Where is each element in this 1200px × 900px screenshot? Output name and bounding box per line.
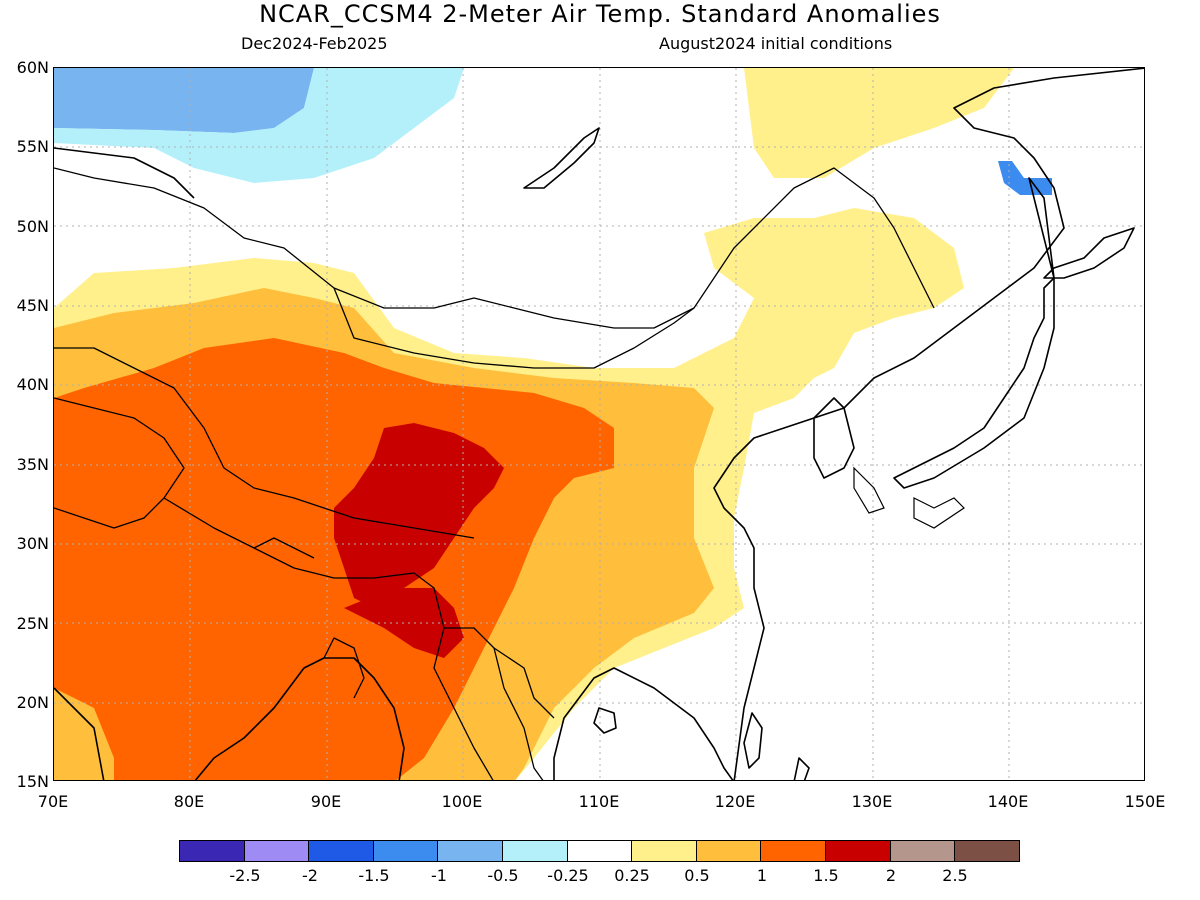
lon-label-150e: 150E (1124, 792, 1166, 811)
lat-label-50n: 50N (16, 217, 49, 236)
lon-label-90e: 90E (310, 792, 342, 811)
anomaly-map (53, 67, 1145, 781)
anomaly-region-cold-siberia-05 (54, 68, 464, 183)
graticule (54, 68, 1144, 780)
lat-label-15n: 15N (16, 772, 49, 791)
colorbar-label: 0.5 (684, 866, 710, 885)
colorbar-label: 2.5 (942, 866, 968, 885)
colorbar-label: -2 (302, 866, 318, 885)
colorbar-swatch (566, 840, 633, 862)
lat-label-25n: 25N (16, 614, 49, 633)
lon-label-100e: 100E (441, 792, 483, 811)
colorbar-swatch (372, 840, 439, 862)
small-islands (853, 466, 965, 529)
colorbar-swatch (243, 840, 310, 862)
colorbar-label: 1 (756, 866, 768, 885)
initial-conditions: August2024 initial conditions (659, 34, 893, 53)
colorbar-label: 2 (885, 866, 897, 885)
colorbar-swatch (825, 840, 891, 862)
colorbar-swatch (954, 840, 1020, 862)
country-borders (54, 167, 935, 780)
colorbar-swatch (437, 840, 504, 862)
colorbar-swatch (760, 840, 827, 862)
colorbar-swatch (889, 840, 956, 862)
colorbar-label: 0.25 (614, 866, 650, 885)
colorbar-swatch (179, 840, 245, 862)
colorbar-swatch (695, 840, 762, 862)
lat-label-35n: 35N (16, 455, 49, 474)
colorbar-label: 1.5 (813, 866, 839, 885)
anomaly-map-svg (54, 68, 1144, 780)
colorbar-swatch (631, 840, 697, 862)
lon-label-70e: 70E (37, 792, 69, 811)
lat-label-60n: 60N (16, 58, 49, 77)
lat-label-45n: 45N (16, 296, 49, 315)
colorbar-label: -0.5 (487, 866, 519, 885)
lon-label-110e: 110E (578, 792, 620, 811)
lat-label-55n: 55N (16, 137, 49, 156)
colorbar-label: -0.25 (547, 866, 589, 885)
lon-label-130e: 130E (851, 792, 893, 811)
colorbar-label: -2.5 (229, 866, 261, 885)
chart-title: NCAR_CCSM4 2-Meter Air Temp. Standard An… (259, 0, 941, 28)
lon-label-140e: 140E (987, 792, 1029, 811)
anomaly-region-cold-siberia-1 (54, 68, 314, 133)
lat-label-40n: 40N (16, 375, 49, 394)
lon-label-120e: 120E (714, 792, 756, 811)
anomaly-region-cold-amur (998, 161, 1052, 195)
anomaly-region-warm-2 (334, 423, 504, 608)
lon-label-80e: 80E (173, 792, 205, 811)
colorbar-label: -1 (431, 866, 447, 885)
lat-label-30n: 30N (16, 534, 49, 553)
anomaly-region-warm-05-north (744, 68, 1014, 178)
colorbar (179, 840, 1020, 862)
colorbar-label: -1.5 (358, 866, 390, 885)
colorbar-swatch (502, 840, 568, 862)
coastlines (54, 68, 1144, 780)
colorbar-swatch (308, 840, 374, 862)
lat-label-20n: 20N (16, 693, 49, 712)
forecast-period: Dec2024-Feb2025 (241, 34, 388, 53)
